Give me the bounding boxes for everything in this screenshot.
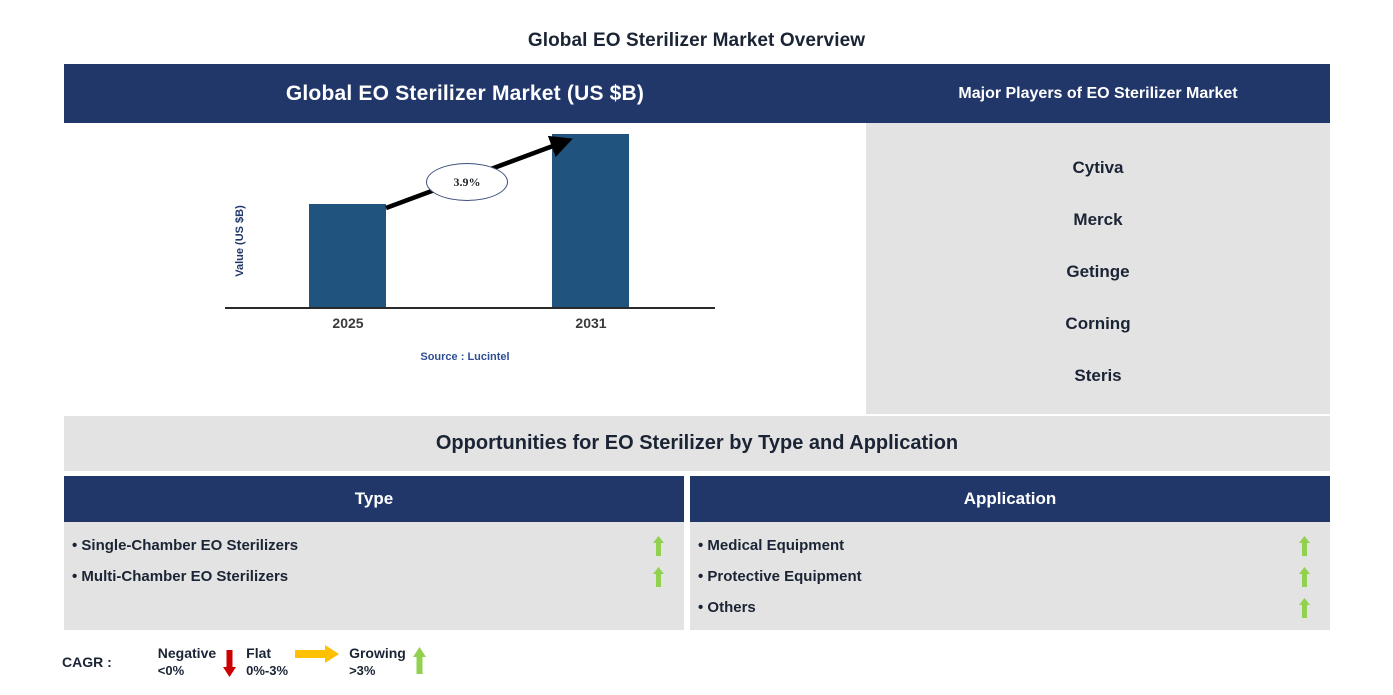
type-row-label: • Multi-Chamber EO Sterilizers: [72, 568, 289, 585]
bar-2031: [552, 134, 629, 307]
chart-source-label: Source : Lucintel: [420, 351, 510, 363]
list-item: Merck: [1073, 209, 1123, 229]
application-panel-body: • Medical Equipment • Protective Equipme…: [690, 522, 1330, 630]
legend-entry-negative: Negative <0%: [157, 645, 237, 679]
list-item: Corning: [1065, 313, 1131, 333]
arrow-up-icon: [653, 535, 664, 556]
chart-x-axis-line: [225, 307, 715, 309]
chart-y-axis-label: Value (US $B): [233, 205, 246, 277]
type-row-label: • Single-Chamber EO Sterilizers: [72, 537, 299, 554]
list-item: Getinge: [1066, 261, 1130, 281]
table-row: • Medical Equipment: [698, 530, 1316, 561]
application-panel: Application • Medical Equipment • Protec…: [690, 476, 1330, 630]
legend-growing-range: >3%: [349, 662, 376, 678]
bar-chart-plot: Value (US $B) 2025 2031 3.9% Source : Lu…: [64, 123, 866, 414]
cagr-legend: CAGR : Negative <0% Flat 0%-3% Growing >…: [62, 640, 436, 684]
type-panel: Type • Single-Chamber EO Sterilizers • M…: [64, 476, 684, 630]
opportunities-banner: Opportunities for EO Sterilizer by Type …: [64, 416, 1330, 471]
table-row: • Protective Equipment: [698, 561, 1316, 592]
application-panel-header: Application: [690, 476, 1330, 522]
market-chart-card: Global EO Sterilizer Market (US $B) Valu…: [64, 64, 866, 414]
major-players-header: Major Players of EO Sterilizer Market: [866, 64, 1330, 123]
cagr-callout-bubble: 3.9%: [426, 163, 508, 201]
arrow-up-icon: [1299, 535, 1310, 556]
page-title: Global EO Sterilizer Market Overview: [527, 30, 866, 51]
bar-label-2025: 2025: [332, 315, 364, 331]
table-row: • Multi-Chamber EO Sterilizers: [72, 561, 670, 592]
arrow-down-icon: [223, 650, 237, 677]
bar-label-2031: 2031: [575, 315, 607, 331]
legend-flat-range: 0%-3%: [246, 662, 289, 678]
list-item: Cytiva: [1072, 157, 1124, 177]
arrow-up-icon: [1299, 566, 1310, 587]
cagr-legend-title: CAGR :: [62, 654, 112, 670]
legend-entry-growing: Growing >3%: [349, 645, 426, 679]
application-row-label: • Others: [698, 599, 756, 616]
arrow-up-icon: [412, 647, 426, 674]
chart-card-header: Global EO Sterilizer Market (US $B): [64, 64, 866, 123]
application-row-label: • Medical Equipment: [698, 537, 845, 554]
arrow-up-icon: [653, 566, 664, 587]
legend-negative-name: Negative: [157, 645, 217, 662]
type-panel-header: Type: [64, 476, 684, 522]
major-players-list: Cytiva Merck Getinge Corning Steris: [866, 123, 1330, 414]
legend-entry-flat: Flat 0%-3%: [246, 644, 340, 680]
table-row: • Single-Chamber EO Sterilizers: [72, 530, 670, 561]
major-players-card: Major Players of EO Sterilizer Market Cy…: [866, 64, 1330, 414]
legend-flat-name: Flat: [246, 645, 272, 662]
type-panel-body: • Single-Chamber EO Sterilizers • Multi-…: [64, 522, 684, 630]
arrow-up-icon: [1299, 597, 1310, 618]
table-row: • Others: [698, 592, 1316, 623]
arrow-right-icon: [295, 645, 340, 663]
list-item: Steris: [1074, 365, 1122, 385]
legend-growing-name: Growing: [349, 645, 406, 662]
bar-2025: [309, 204, 386, 307]
application-row-label: • Protective Equipment: [698, 568, 862, 585]
legend-negative-range: <0%: [157, 662, 185, 678]
